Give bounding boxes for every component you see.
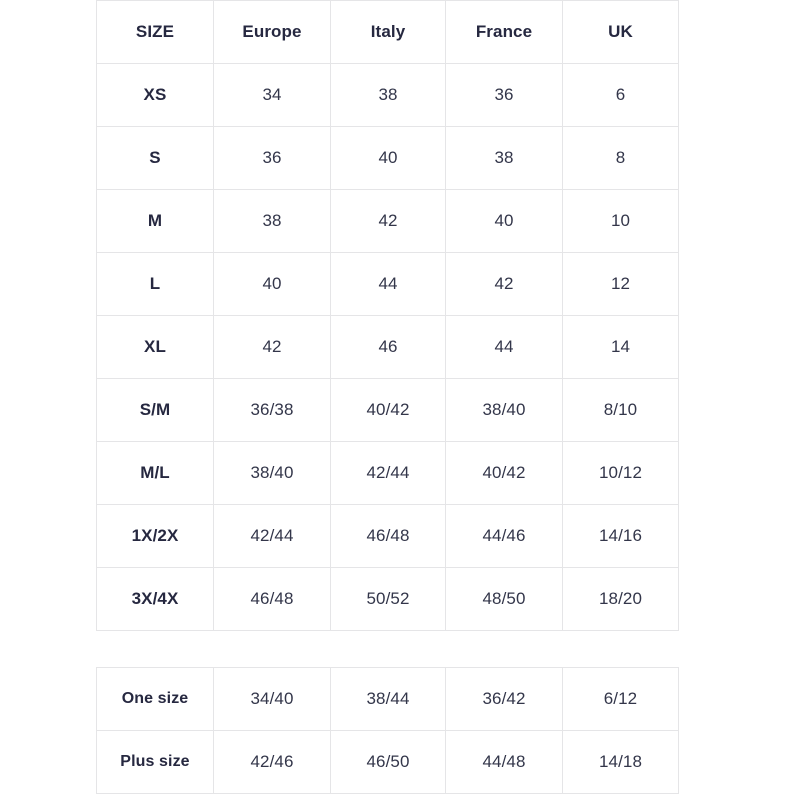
cell-europe: 38/40 [213,441,331,505]
cell-italy: 46/48 [330,504,446,568]
row-label-l: L [96,252,214,316]
row-label-s: S [96,126,214,190]
cell-europe: 42 [213,315,331,379]
table-row: Plus size 42/46 46/50 44/48 14/18 [96,730,679,794]
cell-italy: 44 [330,252,446,316]
cell-italy: 50/52 [330,567,446,631]
primary-size-table-wrapper: SIZE Europe Italy France UK XS 34 38 36 … [96,0,679,631]
primary-size-table: SIZE Europe Italy France UK XS 34 38 36 … [96,0,679,631]
row-label-1x-2x: 1X/2X [96,504,214,568]
cell-uk: 18/20 [562,567,679,631]
table-row: M 38 42 40 10 [96,189,679,253]
table-row: XS 34 38 36 6 [96,63,679,127]
cell-france: 48/50 [445,567,563,631]
table-row: M/L 38/40 42/44 40/42 10/12 [96,441,679,505]
table-row: 1X/2X 42/44 46/48 44/46 14/16 [96,504,679,568]
primary-table-body: XS 34 38 36 6 S 36 40 38 8 M 38 42 [96,63,679,631]
cell-italy: 38 [330,63,446,127]
row-label-xl: XL [96,315,214,379]
cell-france: 36 [445,63,563,127]
secondary-table-body: One size 34/40 38/44 36/42 6/12 Plus siz… [96,667,679,794]
secondary-size-table: One size 34/40 38/44 36/42 6/12 Plus siz… [96,667,679,794]
cell-italy: 42/44 [330,441,446,505]
column-header-europe: Europe [213,0,331,64]
cell-uk: 14/18 [562,730,679,794]
table-header-row: SIZE Europe Italy France UK [96,0,679,64]
cell-europe: 42/44 [213,504,331,568]
cell-italy: 40 [330,126,446,190]
cell-france: 40/42 [445,441,563,505]
cell-italy: 40/42 [330,378,446,442]
cell-europe: 40 [213,252,331,316]
cell-uk: 6 [562,63,679,127]
cell-france: 40 [445,189,563,253]
cell-europe: 42/46 [213,730,331,794]
cell-italy: 42 [330,189,446,253]
cell-uk: 14/16 [562,504,679,568]
table-row: S/M 36/38 40/42 38/40 8/10 [96,378,679,442]
cell-uk: 8 [562,126,679,190]
cell-uk: 12 [562,252,679,316]
table-row: 3X/4X 46/48 50/52 48/50 18/20 [96,567,679,631]
table-row: One size 34/40 38/44 36/42 6/12 [96,667,679,731]
cell-uk: 6/12 [562,667,679,731]
cell-europe: 36 [213,126,331,190]
cell-italy: 46/50 [330,730,446,794]
cell-france: 38/40 [445,378,563,442]
cell-france: 42 [445,252,563,316]
cell-france: 44/48 [445,730,563,794]
row-label-3x-4x: 3X/4X [96,567,214,631]
cell-france: 38 [445,126,563,190]
table-row: L 40 44 42 12 [96,252,679,316]
row-label-s-m: S/M [96,378,214,442]
cell-uk: 14 [562,315,679,379]
cell-france: 44/46 [445,504,563,568]
cell-france: 36/42 [445,667,563,731]
row-label-plus-size: Plus size [96,730,214,794]
secondary-size-table-wrapper: One size 34/40 38/44 36/42 6/12 Plus siz… [96,667,679,794]
column-header-france: France [445,0,563,64]
cell-europe: 36/38 [213,378,331,442]
table-row: S 36 40 38 8 [96,126,679,190]
cell-italy: 38/44 [330,667,446,731]
cell-europe: 34/40 [213,667,331,731]
cell-uk: 10 [562,189,679,253]
table-row: XL 42 46 44 14 [96,315,679,379]
cell-uk: 8/10 [562,378,679,442]
row-label-m-l: M/L [96,441,214,505]
row-label-xs: XS [96,63,214,127]
column-header-italy: Italy [330,0,446,64]
cell-italy: 46 [330,315,446,379]
table-header: SIZE Europe Italy France UK [96,0,679,64]
cell-europe: 46/48 [213,567,331,631]
row-label-one-size: One size [96,667,214,731]
cell-europe: 34 [213,63,331,127]
column-header-uk: UK [562,0,679,64]
column-header-size: SIZE [96,0,214,64]
cell-europe: 38 [213,189,331,253]
cell-france: 44 [445,315,563,379]
cell-uk: 10/12 [562,441,679,505]
row-label-m: M [96,189,214,253]
